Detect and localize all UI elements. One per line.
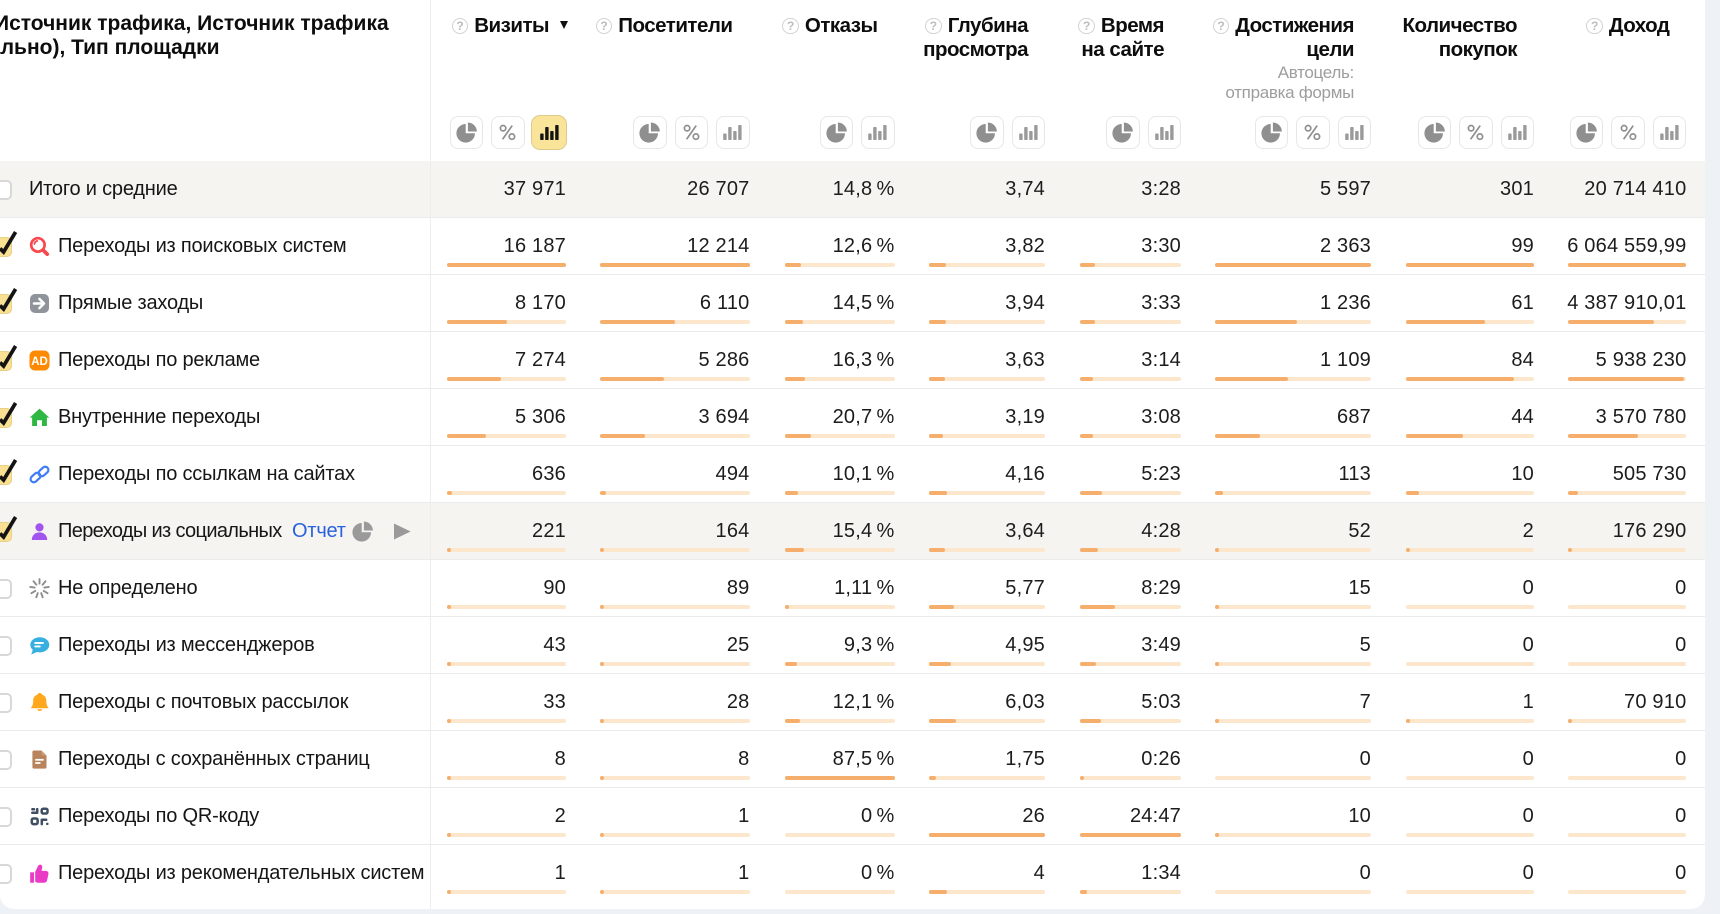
svg-text:AD: AD bbox=[31, 356, 48, 368]
